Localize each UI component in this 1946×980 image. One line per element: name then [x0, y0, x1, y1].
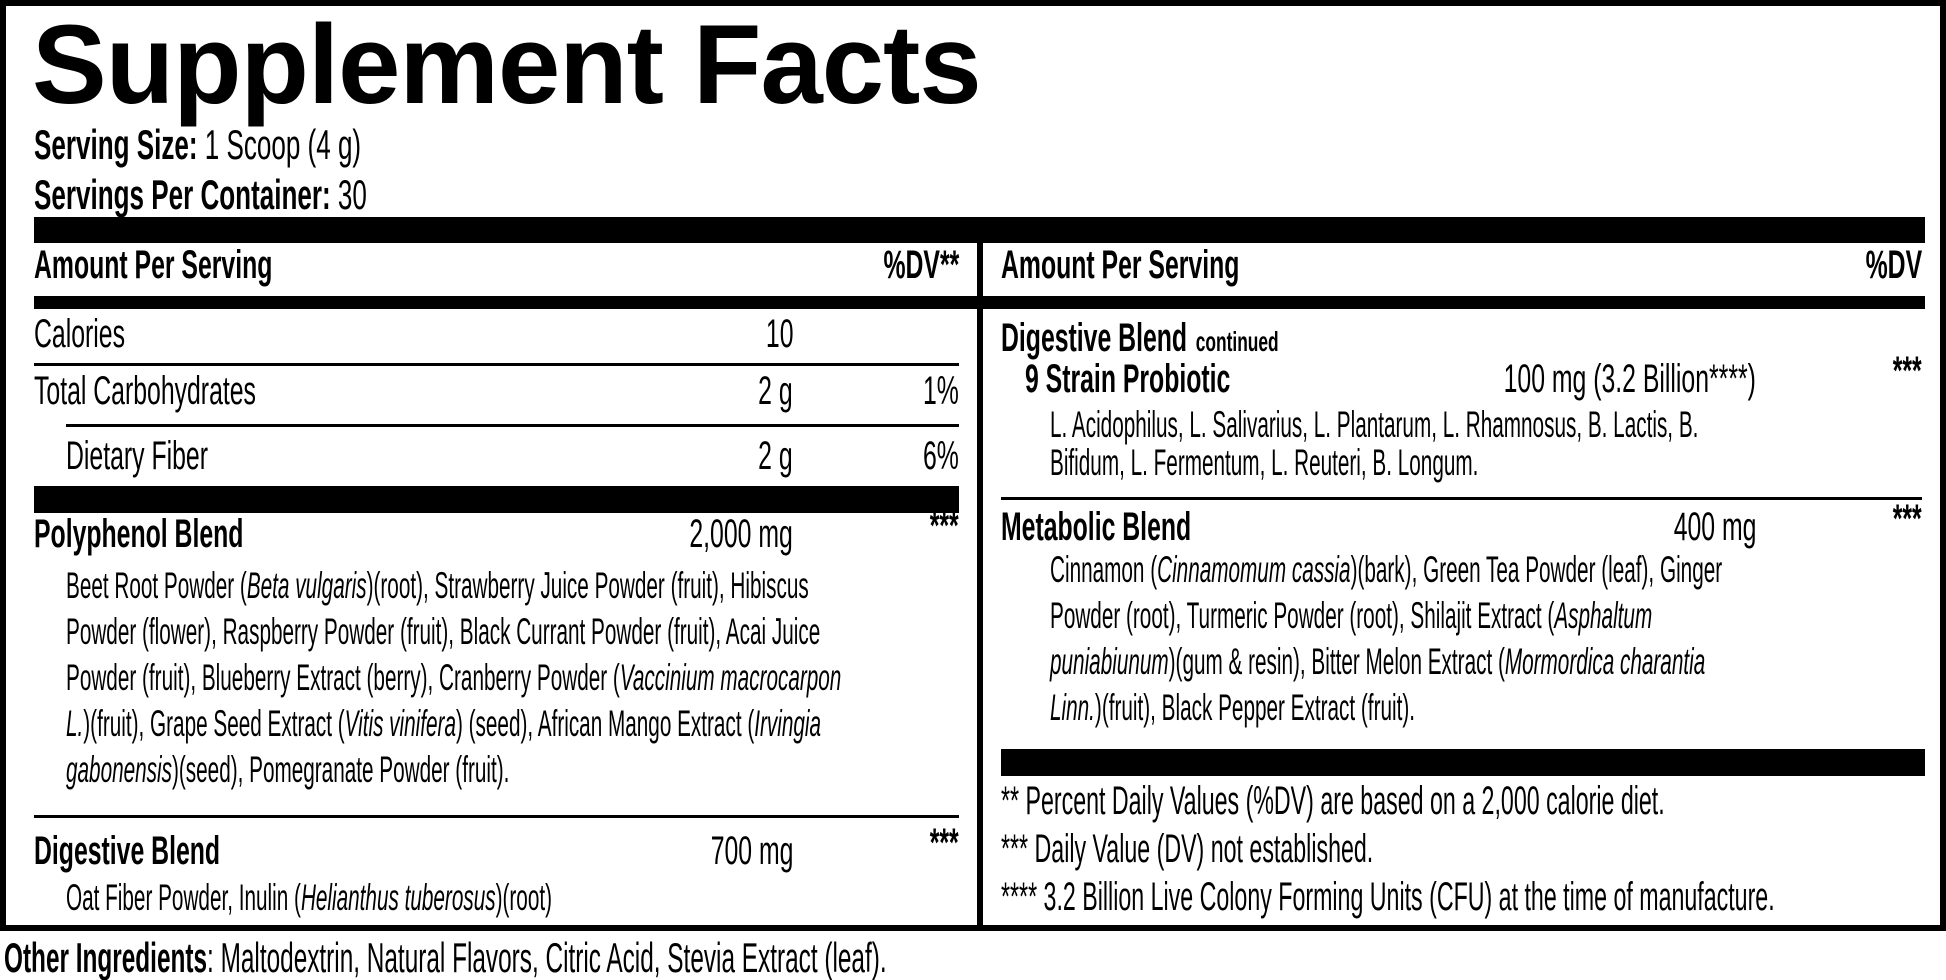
left-column-header: Amount Per Serving %DV**: [34, 243, 959, 287]
blend-amount: 2,000 mg: [689, 512, 793, 556]
row-divider: [34, 363, 959, 366]
footnote-divider-bar: [1001, 749, 1925, 776]
servings-per-container-row: Servings Per Container: 30: [34, 170, 571, 220]
left-amount-per-serving-header: Amount Per Serving: [34, 243, 273, 287]
serving-info: Serving Size: 1 Scoop (4 g) Servings Per…: [34, 120, 571, 220]
blend-continued-row: Digestive Blend continued: [1001, 316, 1922, 360]
blend-sub-row: 9 Strain Probiotic 100 mg (3.2 Billion**…: [1001, 349, 1922, 401]
blend-ingredients: Cinnamon (Cinnamomum cassia)(bark), Gree…: [1050, 549, 1723, 728]
probiotic-strains: L. Acidophilus, L. Salivarius, L. Planta…: [1050, 404, 1699, 483]
blend-name: Digestive Blend: [1001, 316, 1188, 360]
blend-dv: ***: [930, 504, 959, 548]
servings-per-container-label: Servings Per Container:: [34, 171, 331, 218]
blend-name: Metabolic Blend: [1001, 505, 1192, 549]
nutrient-name: Dietary Fiber: [66, 434, 208, 478]
nutrient-amount: 2 g: [758, 434, 793, 478]
row-divider: [66, 424, 959, 427]
blend-amount: 400 mg: [1673, 505, 1756, 549]
sub-ingredient-amount: 100 mg (3.2 Billion****): [1503, 357, 1756, 401]
blend-continued-suffix: continued: [1195, 326, 1279, 357]
table-row: Total Carbohydrates 2 g 1%: [34, 369, 959, 413]
blend-header-row: Metabolic Blend 400 mg ***: [1001, 497, 1922, 549]
label-border-box: Supplement Facts Serving Size: 1 Scoop (…: [0, 0, 1946, 931]
right-column-header: Amount Per Serving %DV: [1001, 243, 1922, 287]
blend-ingredients: Beet Root Powder (Beta vulgaris)(root), …: [66, 565, 842, 790]
footnotes: ** Percent Daily Values (%DV) are based …: [1001, 777, 1946, 921]
nutrient-name: Calories: [34, 312, 125, 356]
nutrient-amount: 2 g: [758, 369, 793, 413]
blend-dv: ***: [930, 821, 959, 865]
table-row: Calories 10: [34, 312, 959, 356]
nutrient-name: Total Carbohydrates: [34, 369, 256, 413]
other-ingredients-text: : Maltodextrin, Natural Flavors, Citric …: [207, 934, 887, 980]
column-divider: [977, 243, 983, 931]
row-divider: [1001, 497, 1922, 500]
row-divider: [34, 815, 959, 818]
nutrient-amount: 10: [765, 312, 793, 356]
footnote-cfu: **** 3.2 Billion Live Colony Forming Uni…: [1001, 875, 1775, 919]
blend-ingredients: Oat Fiber Powder, Inulin (Helianthus tub…: [66, 877, 553, 918]
blend-header-row: Polyphenol Blend 2,000 mg ***: [34, 504, 959, 556]
top-divider-bar: [34, 217, 1925, 243]
nutrient-dv: 6%: [923, 434, 959, 478]
footnote-dv-not-established: *** Daily Value (DV) not established.: [1001, 827, 1374, 871]
other-ingredients-label: Other Ingredients: [4, 934, 208, 980]
other-ingredients-row: Other Ingredients: Maltodextrin, Natural…: [4, 935, 1526, 980]
servings-per-container-value: 30: [337, 171, 367, 218]
right-amount-per-serving-header: Amount Per Serving: [1001, 243, 1240, 287]
left-dv-header: %DV**: [883, 243, 959, 287]
section-divider-bar: [34, 486, 959, 513]
right-dv-header: %DV: [1865, 243, 1922, 287]
page-title: Supplement Facts: [32, 2, 982, 127]
footnote-dv: ** Percent Daily Values (%DV) are based …: [1001, 779, 1665, 823]
sub-ingredient-name: 9 Strain Probiotic: [1025, 357, 1231, 401]
blend-header-row: Digestive Blend 700 mg ***: [34, 821, 959, 873]
table-row: Dietary Fiber 2 g 6%: [34, 434, 959, 478]
blend-name: Polyphenol Blend: [34, 512, 244, 556]
blend-dv: ***: [1893, 497, 1922, 541]
serving-size-row: Serving Size: 1 Scoop (4 g): [34, 120, 571, 170]
blend-amount: 700 mg: [710, 829, 793, 873]
nutrient-dv: 1%: [923, 369, 959, 413]
blend-name: Digestive Blend: [34, 829, 221, 873]
sub-ingredient-dv: ***: [1893, 349, 1922, 393]
serving-size-value: 1 Scoop (4 g): [204, 121, 362, 168]
serving-size-label: Serving Size:: [34, 121, 198, 168]
